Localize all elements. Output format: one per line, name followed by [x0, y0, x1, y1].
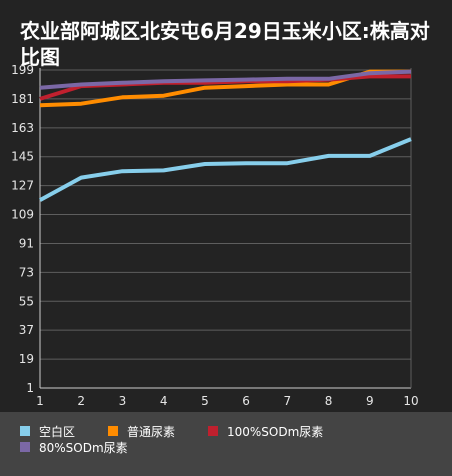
x-tick-label: 9	[366, 394, 374, 408]
legend-swatch-80-sodm	[20, 442, 30, 452]
y-tick-label: 73	[19, 265, 34, 279]
grid-lines	[40, 69, 411, 360]
legend-label-80-sodm: 80%SODm尿素	[39, 440, 128, 455]
x-tick-label: 10	[403, 394, 418, 408]
x-tick-label: 6	[242, 394, 250, 408]
legend-item-blank: 空白区	[20, 424, 76, 439]
series-line-3	[39, 69, 412, 90]
x-axis-ticks: 1 2 3 4 5 6 7 8 9 10	[36, 394, 418, 408]
legend-swatch-blank	[20, 426, 30, 436]
y-tick-label: 163	[11, 121, 34, 135]
y-tick-label: 19	[19, 352, 34, 366]
series-lines	[39, 69, 412, 202]
chart-title: 农业部阿城区北安屯6月29日玉米小区:株高对比图	[20, 19, 430, 69]
legend: 空白区 普通尿素 100%SODm尿素 80%SODm尿素	[0, 412, 452, 476]
axes	[39, 68, 412, 389]
legend-item-normal-urea: 普通尿素	[108, 424, 176, 439]
y-tick-label: 181	[11, 92, 34, 106]
x-tick-label: 2	[77, 394, 85, 408]
y-tick-label: 91	[19, 236, 34, 250]
legend-label-blank: 空白区	[39, 424, 76, 439]
y-tick-label: 55	[19, 294, 34, 308]
x-tick-label: 4	[160, 394, 168, 408]
y-tick-label: 127	[11, 179, 34, 193]
legend-item-80-sodm: 80%SODm尿素	[20, 440, 128, 455]
y-tick-label: 37	[19, 323, 34, 337]
x-tick-label: 3	[119, 394, 127, 408]
y-tick-label: 145	[11, 150, 34, 164]
legend-label-100-sodm: 100%SODm尿素	[227, 424, 324, 439]
legend-label-normal-urea: 普通尿素	[127, 424, 176, 439]
x-tick-label: 1	[36, 394, 44, 408]
x-tick-label: 7	[284, 394, 292, 408]
series-line-0	[39, 137, 412, 202]
y-tick-label: 199	[11, 63, 34, 77]
y-axis-ticks: 1 19 37 55 73 91 109 127 145 163 181 199	[11, 63, 34, 395]
legend-item-100-sodm: 100%SODm尿素	[208, 424, 324, 439]
y-tick-label: 109	[11, 208, 34, 222]
x-tick-label: 8	[325, 394, 333, 408]
y-tick-label: 1	[26, 381, 34, 395]
legend-swatch-100-sodm	[208, 426, 218, 436]
x-tick-label: 5	[201, 394, 209, 408]
legend-swatch-normal-urea	[108, 426, 118, 436]
